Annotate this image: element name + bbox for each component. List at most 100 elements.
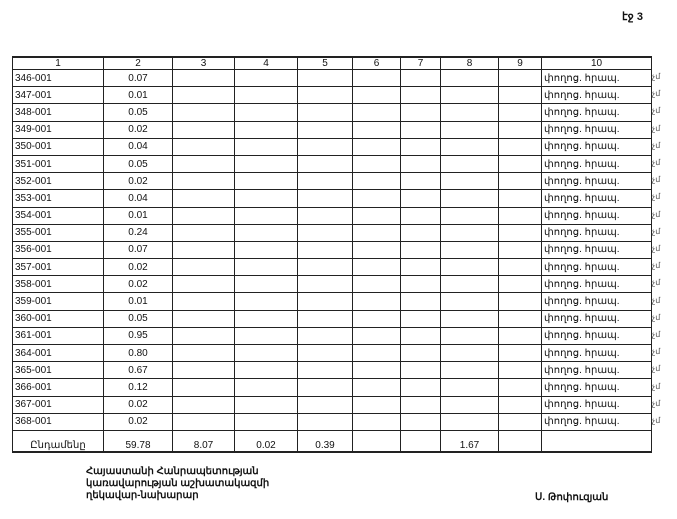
cell [234, 395, 298, 414]
cell [234, 309, 298, 328]
margin-mark: չմ [652, 158, 661, 167]
parcel-id-cell: 346-001 [12, 68, 104, 88]
cell [440, 258, 499, 277]
margin-mark: չմ [652, 209, 661, 219]
cell [440, 361, 499, 380]
margin-mark: չմ [652, 278, 661, 288]
margin-mark: չմ [652, 244, 661, 253]
cell [297, 412, 353, 431]
parcel-id-cell: 359-001 [12, 292, 104, 311]
margin-mark: չմ [652, 106, 661, 116]
cell [234, 86, 298, 105]
cell [440, 275, 499, 294]
table-row: 352-001 0.02 փողոց. հրապ. [12, 172, 652, 191]
cell [234, 154, 298, 174]
cell [172, 103, 235, 122]
table-row: 354-001 0.01 փողոց. հրապ. [12, 206, 652, 225]
cell [400, 275, 441, 294]
cell [172, 189, 235, 208]
purpose-cell: փողոց. հրապ. [541, 68, 652, 88]
margin-mark: չմ [652, 416, 661, 425]
area-cell: 0.07 [103, 68, 173, 88]
cell [234, 292, 298, 311]
cell [440, 412, 499, 431]
parcel-id-cell: 356-001 [12, 240, 104, 260]
margin-mark: չմ [652, 398, 661, 408]
cell [400, 343, 441, 363]
cell [172, 258, 235, 277]
total-cell [541, 429, 652, 453]
purpose-cell: փողոց. հրապ. [541, 120, 652, 139]
cell [498, 258, 542, 277]
area-cell: 0.01 [103, 292, 173, 311]
total-cell [498, 429, 542, 453]
table-row: 348-001 0.05 փողոց. հրապ. [12, 103, 652, 122]
margin-mark: չմ [652, 192, 661, 202]
table-row: 355-001 0.24 փողոց. հրապ. [12, 223, 652, 242]
parcel-id-cell: 347-001 [12, 86, 104, 105]
purpose-cell: փողոց. հրապ. [541, 223, 652, 242]
purpose-cell: փողոց. հրապ. [541, 206, 652, 225]
cell [400, 206, 441, 225]
cell [234, 378, 298, 397]
cell [297, 189, 353, 208]
table-row: 347-001 0.01 փողոց. հրապ. [12, 86, 652, 105]
cell [400, 326, 441, 346]
cell [172, 275, 235, 294]
cell [297, 395, 353, 414]
parcel-id-cell: 360-001 [12, 309, 104, 328]
total-cell: 0.39 [297, 429, 353, 453]
cell [297, 240, 353, 260]
cell [400, 412, 441, 431]
column-header: 5 [297, 56, 353, 70]
cell [234, 275, 298, 294]
area-cell: 0.01 [103, 206, 173, 225]
cell [234, 258, 298, 277]
signatory-name: Ս. Թոփուզյան [535, 492, 609, 503]
cell [234, 361, 298, 380]
cell [440, 189, 499, 208]
margin-mark: չմ [652, 72, 661, 81]
parcel-id-cell: 368-001 [12, 412, 104, 431]
data-table: 1 2 3 4 5 6 7 8 9 10 346-001 0.07 փողոց. հրապ. 347-00… [12, 56, 652, 453]
cell [297, 172, 353, 191]
cell [352, 206, 401, 225]
cell [172, 137, 235, 156]
cell [352, 275, 401, 294]
parcel-id-cell: 361-001 [12, 326, 104, 346]
purpose-cell: փողոց. հրապ. [541, 292, 652, 311]
cell [352, 189, 401, 208]
cell [440, 240, 499, 260]
cell [172, 240, 235, 260]
margin-mark: չմ [652, 381, 661, 391]
cell [498, 361, 542, 380]
margin-mark: չմ [652, 226, 661, 236]
area-cell: 0.67 [103, 361, 173, 380]
cell [352, 395, 401, 414]
parcel-id-cell: 366-001 [12, 378, 104, 397]
margin-mark: չմ [652, 175, 661, 185]
cell [440, 378, 499, 397]
table-row: 358-001 0.02 փողոց. հրապ. [12, 275, 652, 294]
parcel-id-cell: 353-001 [12, 189, 104, 208]
cell [400, 361, 441, 380]
area-cell: 0.02 [103, 395, 173, 414]
cell [297, 68, 353, 88]
total-cell: 59.78 [103, 429, 173, 453]
column-header: 4 [234, 56, 298, 70]
cell [352, 120, 401, 139]
table-row: 367-001 0.02 փողոց. հրապ. [12, 395, 652, 414]
table-row: 346-001 0.07 փողոց. հրապ. [12, 68, 652, 88]
table-row: 359-001 0.01 փողոց. հրապ. [12, 292, 652, 311]
cell [352, 172, 401, 191]
area-cell: 0.80 [103, 343, 173, 363]
cell [234, 343, 298, 363]
purpose-cell: փողոց. հրապ. [541, 103, 652, 122]
cell [172, 86, 235, 105]
cell [400, 223, 441, 242]
cell [440, 326, 499, 346]
cell [297, 137, 353, 156]
header-row: 1 2 3 4 5 6 7 8 9 10 [12, 56, 652, 70]
parcel-id-cell: 355-001 [12, 223, 104, 242]
cell [400, 154, 441, 174]
